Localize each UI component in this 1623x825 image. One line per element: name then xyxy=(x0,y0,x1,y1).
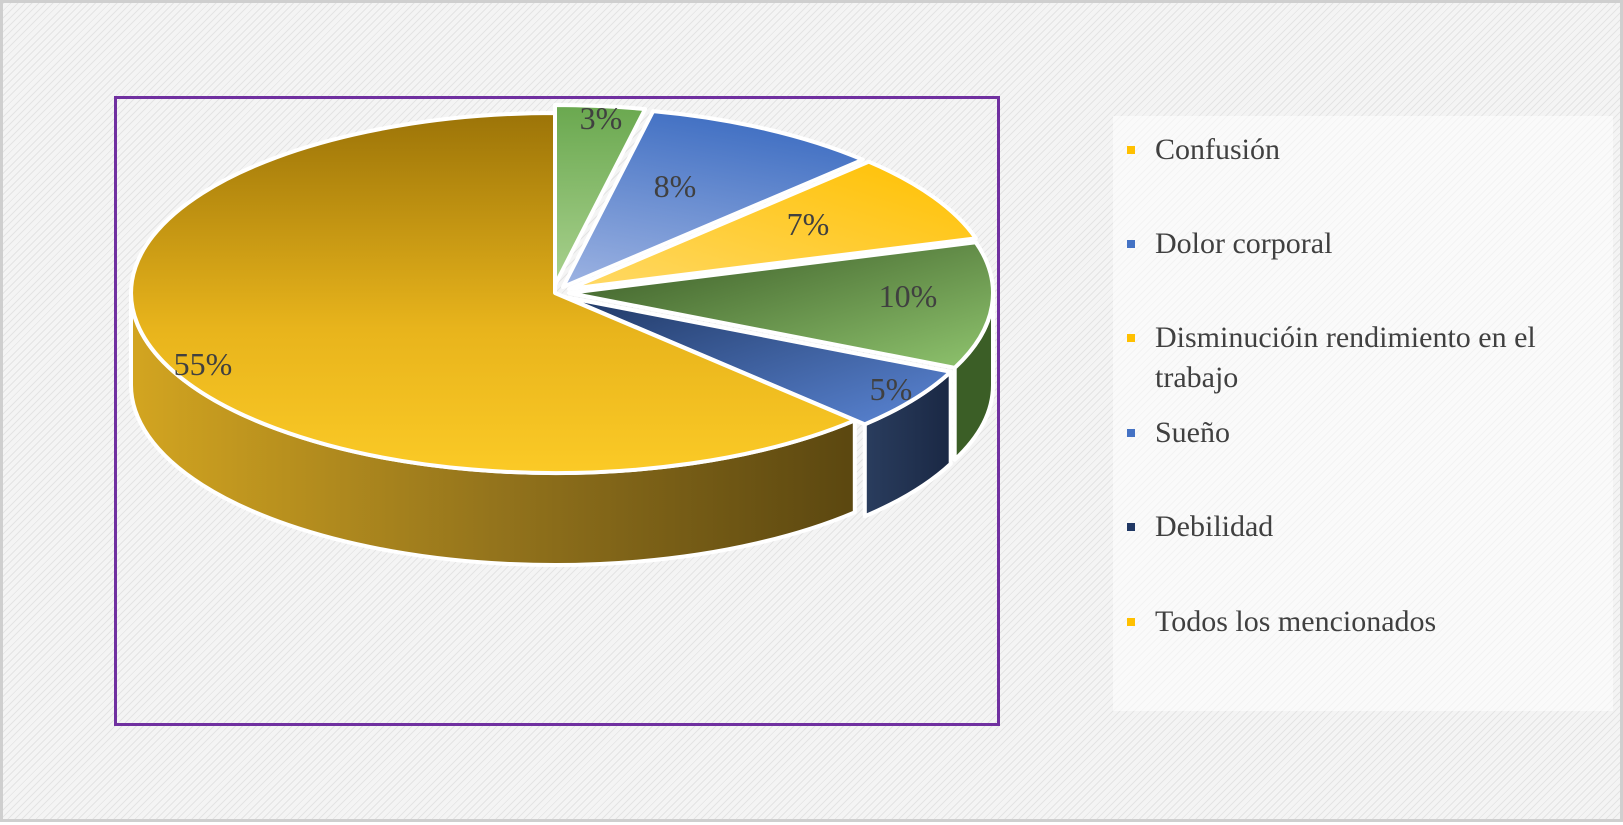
pie-slice-disminucion xyxy=(567,159,978,291)
pie-slice-todos xyxy=(129,111,857,475)
data-label-dolor-corporal: 8% xyxy=(654,168,697,204)
legend-label: Todos los mencionados xyxy=(1155,605,1437,638)
legend-swatch-confusion xyxy=(1127,146,1135,154)
legend-swatch-dolor-corporal xyxy=(1127,240,1135,248)
pie-slice-dolor-corporal xyxy=(561,109,865,289)
legend-item-disminucion: Disminucióin rendimiento en el trabajo xyxy=(1113,318,1613,398)
pie-slice-confusion xyxy=(553,102,648,287)
legend-item-dolor-corporal: Dolor corporal xyxy=(1113,224,1613,264)
legend-label: Dolor corporal xyxy=(1155,227,1333,260)
data-label-sueno: 10% xyxy=(879,278,938,314)
legend-item-debilidad: Debilidad xyxy=(1113,507,1613,547)
legend-label: Sueño xyxy=(1155,416,1230,449)
legend: Confusión Dolor corporal Disminucióin re… xyxy=(1113,116,1613,711)
legend-swatch-todos xyxy=(1127,618,1135,626)
legend-label: Confusión xyxy=(1155,133,1281,166)
data-label-disminucion: 7% xyxy=(787,206,830,242)
pie-slice-debilidad xyxy=(563,295,953,427)
plot-area-border xyxy=(114,96,1000,726)
legend-swatch-disminucion xyxy=(1127,334,1135,342)
legend-swatch-debilidad xyxy=(1127,523,1135,531)
legend-swatch-sueno xyxy=(1127,429,1135,437)
data-label-debilidad: 5% xyxy=(870,371,913,407)
legend-label: Disminucióin rendimiento en el trabajo xyxy=(1155,321,1536,394)
data-label-confusion: 3% xyxy=(580,100,623,136)
pie-slice-sueno xyxy=(567,240,995,370)
data-label-todos: 55% xyxy=(174,346,233,382)
legend-label: Debilidad xyxy=(1155,510,1274,543)
legend-item-sueno: Sueño xyxy=(1113,413,1613,453)
legend-item-confusion: Confusión xyxy=(1113,130,1613,170)
pie-chart: 3% 8% 7% 10% 5% 55% xyxy=(129,100,996,567)
legend-item-todos: Todos los mencionados xyxy=(1113,602,1613,642)
